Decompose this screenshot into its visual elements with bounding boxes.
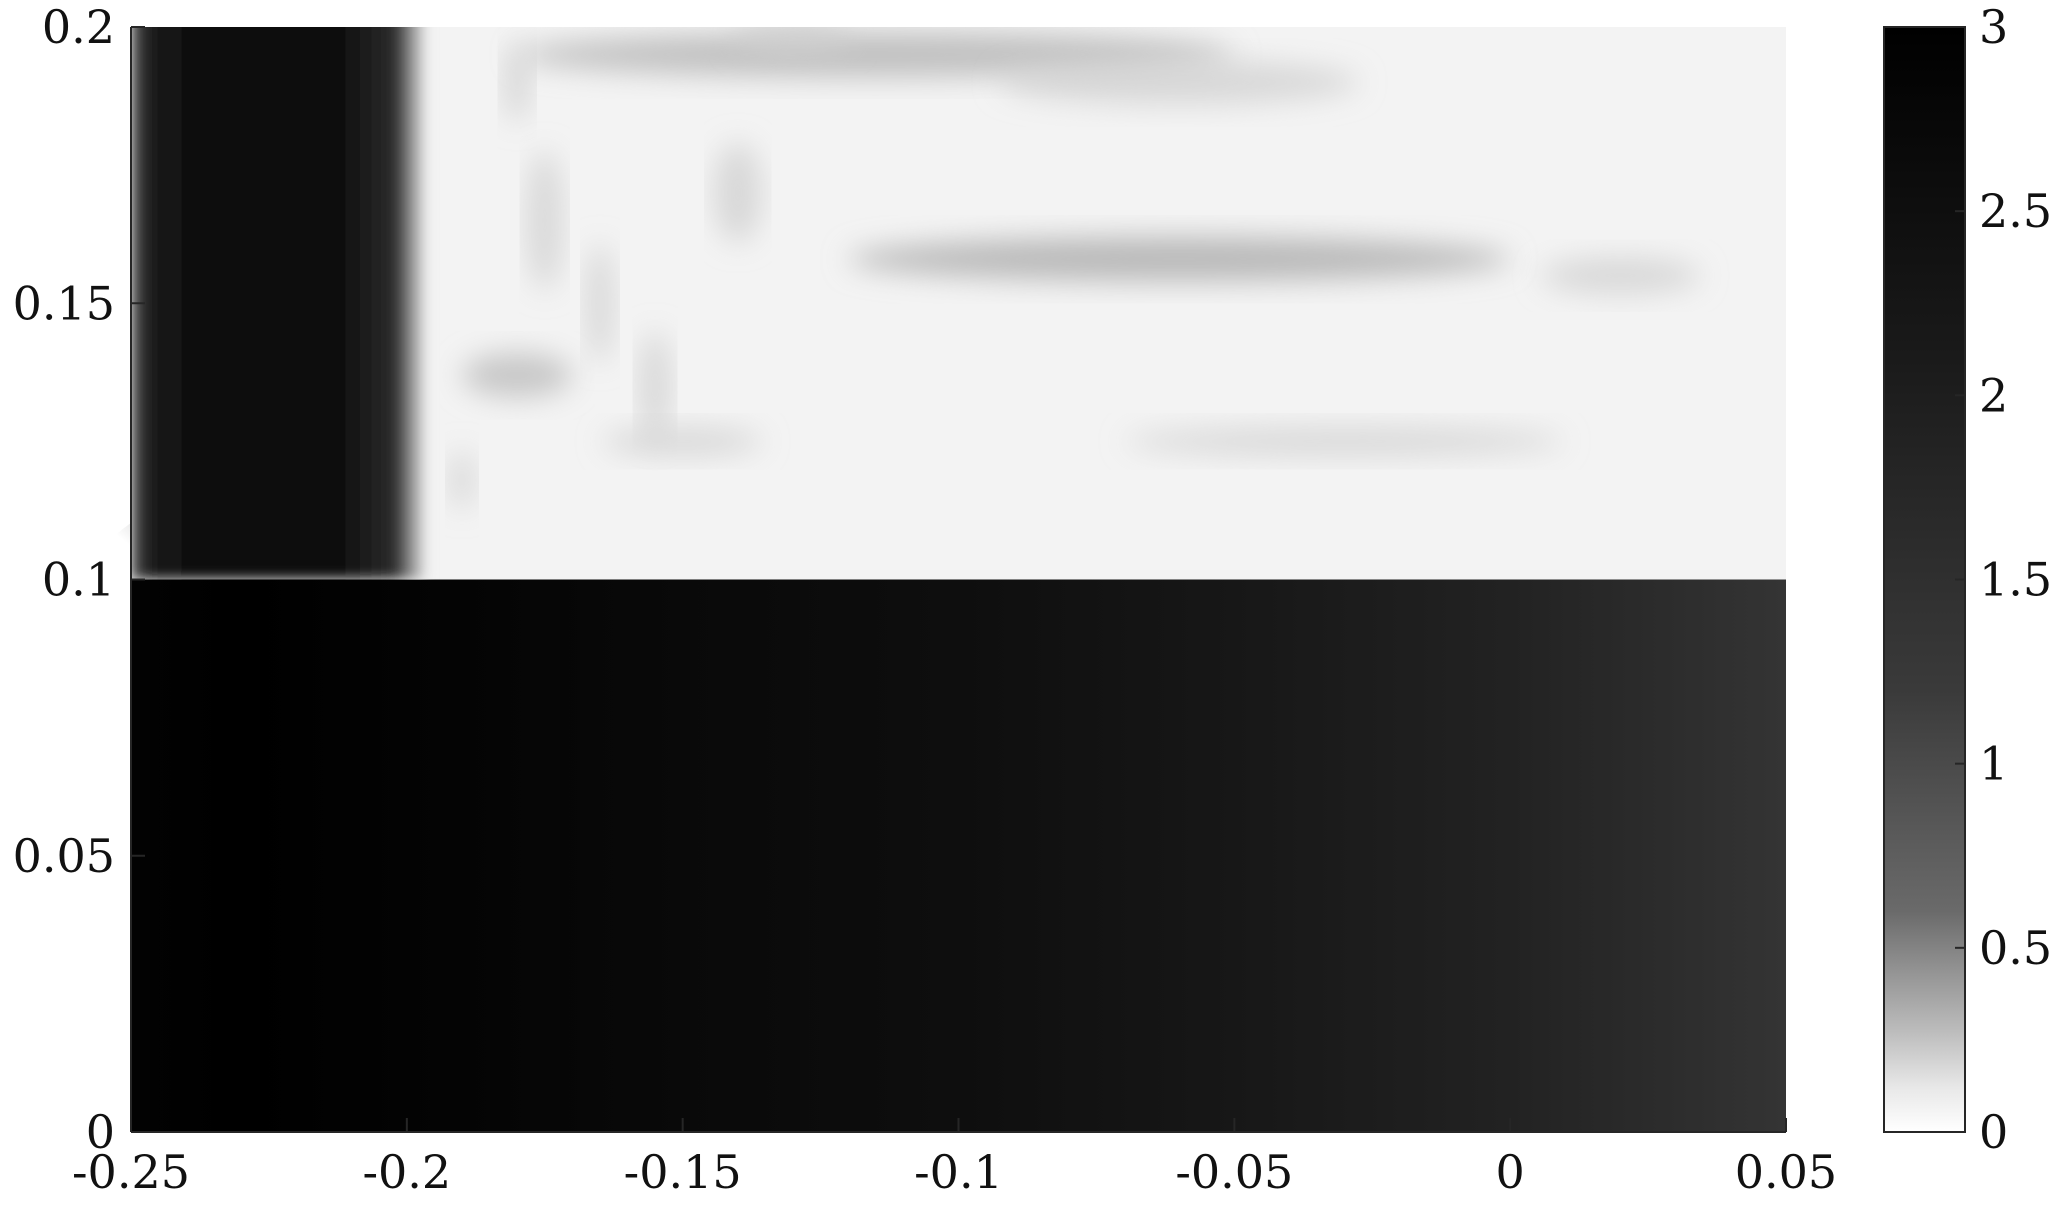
x-tick-label: -0.2 bbox=[362, 1145, 451, 1199]
x-tick-label: -0.1 bbox=[914, 1145, 1003, 1199]
x-ticks: -0.25 -0.2 -0.15 -0.1 -0.05 0 0.05 bbox=[72, 1118, 1837, 1199]
x-tick-label: -0.15 bbox=[624, 1145, 742, 1199]
y-tick-label: 0 bbox=[86, 1105, 115, 1159]
colorbar-tick-label: 2.5 bbox=[1979, 184, 2052, 238]
colorbar-tick-label: 3 bbox=[1979, 0, 2008, 54]
colorbar-bar bbox=[1883, 26, 1966, 1133]
colorbar-tick-label: 0.5 bbox=[1979, 921, 2052, 975]
y-tick-label: 0.2 bbox=[42, 0, 115, 54]
lower-region bbox=[131, 579, 1786, 1132]
x-tick-label: -0.25 bbox=[72, 1145, 190, 1199]
x-tick-label: 0.05 bbox=[1735, 1145, 1837, 1199]
colorbar-tick-label: 1.5 bbox=[1979, 553, 2052, 607]
upper-ripple-5 bbox=[733, 27, 853, 57]
upper-ripple-4 bbox=[503, 42, 532, 123]
y-ticks: 0 0.05 0.1 0.15 0.2 bbox=[13, 0, 145, 1159]
upper-bands bbox=[450, 27, 1701, 511]
y-tick-label: 0.15 bbox=[13, 276, 115, 330]
upper-ripple-3 bbox=[713, 142, 762, 243]
upper-ripple-1 bbox=[585, 243, 614, 364]
upper-ripple-8 bbox=[1124, 427, 1565, 456]
upper-band-1 bbox=[848, 237, 1511, 282]
dark-column bbox=[131, 27, 425, 580]
upper-ripple-9 bbox=[602, 427, 763, 456]
colorbar: 0 0.5 1 1.5 2 2.5 3 bbox=[1883, 0, 2052, 1159]
upper-band-2 bbox=[462, 353, 573, 398]
colorbar-ticks: 0 0.5 1 1.5 2 2.5 3 bbox=[1955, 0, 2052, 1159]
upper-region bbox=[131, 27, 1786, 580]
x-tick-label: -0.05 bbox=[1175, 1145, 1293, 1199]
y-tick-label: 0.05 bbox=[13, 829, 115, 883]
colorbar-tick-label: 0 bbox=[1979, 1105, 2008, 1159]
y-tick-label: 0.1 bbox=[42, 553, 115, 607]
upper-ripple-2 bbox=[639, 331, 672, 442]
upper-ripple-0 bbox=[526, 150, 563, 291]
colorbar-tick-label: 2 bbox=[1979, 368, 2008, 422]
upper-ripple-10 bbox=[450, 450, 474, 511]
plot-area bbox=[93, 27, 1786, 1133]
upper-ripple-7 bbox=[1540, 257, 1701, 294]
upper-ripple-6 bbox=[999, 60, 1360, 105]
colorbar-tick-label: 1 bbox=[1979, 737, 2008, 791]
upper-band-0 bbox=[517, 32, 1235, 77]
x-tick-label: 0 bbox=[1496, 1145, 1525, 1199]
